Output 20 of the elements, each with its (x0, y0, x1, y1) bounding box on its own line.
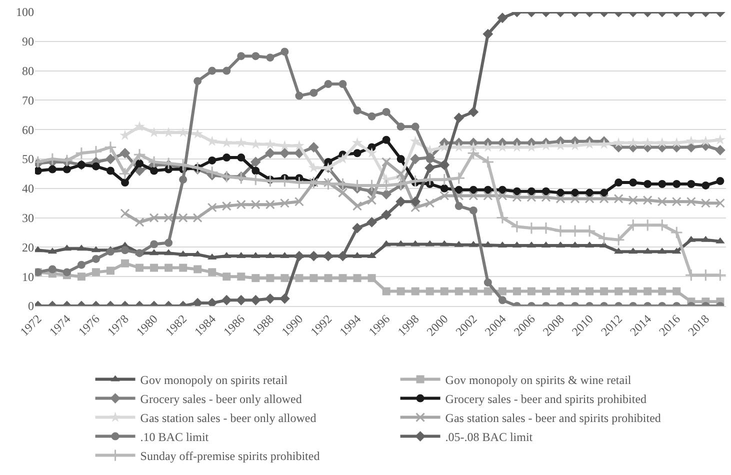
y-tick-label: 60 (22, 122, 34, 137)
legend-label: .05-.08 BAC limit (445, 430, 534, 444)
y-tick-label: 40 (22, 182, 34, 196)
legend-label: Gov monopoly on spirits & wine retail (445, 372, 632, 387)
y-tick-label: 100 (16, 5, 34, 20)
y-tick-label: 70 (22, 93, 34, 108)
y-tick-label: 20 (22, 240, 34, 254)
y-tick-label: 0 (28, 299, 34, 314)
legend-label: Gov monopoly on spirits retail (140, 372, 288, 387)
legend-label: Sunday off-premise spirits prohibited (140, 448, 320, 463)
y-tick-label: 30 (22, 211, 34, 225)
y-tick-label: 50 (22, 152, 34, 166)
y-tick-label: 10 (22, 270, 34, 284)
legend-label: Grocery sales - beer and spirits prohibited (445, 392, 647, 406)
legend-label: Grocery sales - beer only allowed (140, 392, 302, 406)
y-tick-label: 90 (22, 34, 34, 49)
legend-label: .10 BAC limit (140, 430, 210, 444)
legend-label: Gas station sales - beer and spirits prohibited (445, 410, 661, 425)
legend-label: Gas station sales - beer only allowed (140, 410, 316, 425)
y-tick-label: 80 (22, 64, 34, 78)
